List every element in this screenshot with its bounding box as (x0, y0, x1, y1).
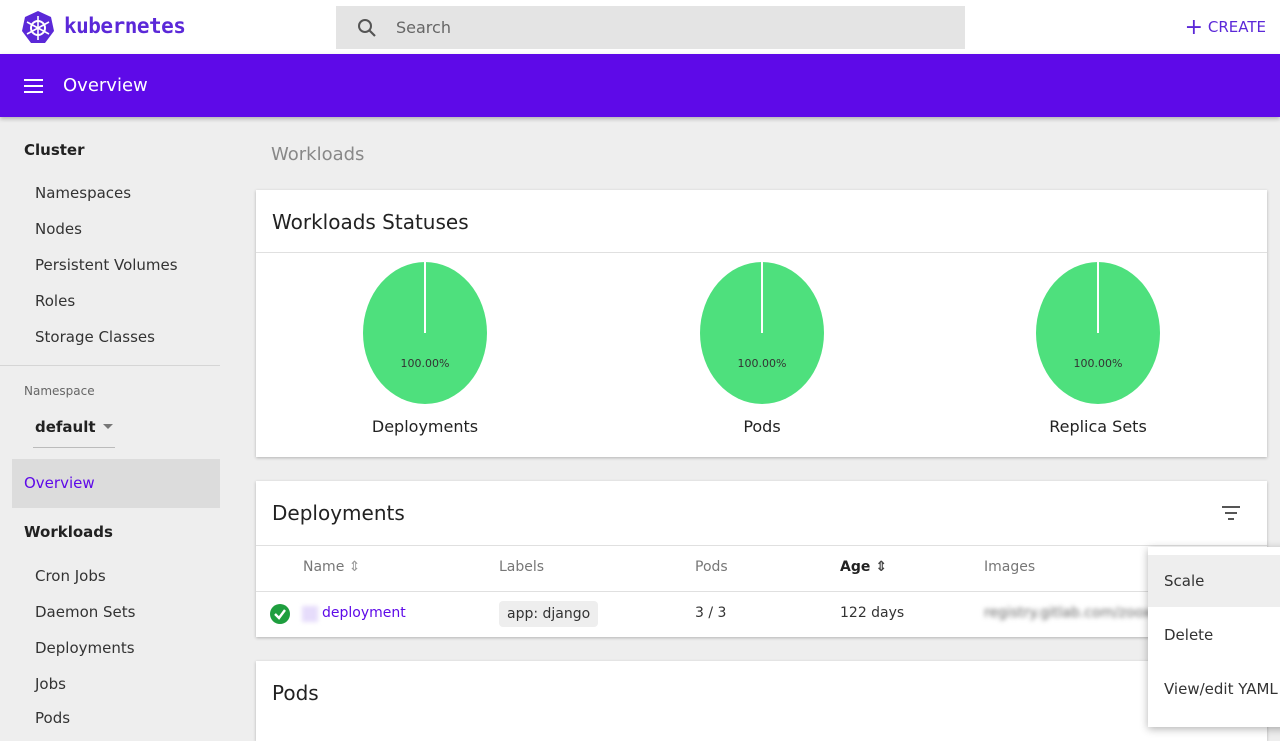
divider (256, 591, 1267, 592)
context-menu: Scale Delete View/edit YAML (1148, 547, 1280, 727)
nav-item[interactable]: Jobs (35, 675, 66, 693)
menu-icon[interactable] (24, 78, 44, 94)
nav-item[interactable]: Persistent Volumes (35, 256, 178, 274)
dropdown-arrow (103, 424, 113, 429)
menu-item[interactable]: Scale (1164, 572, 1205, 590)
brand: kubernetes (64, 14, 186, 38)
select-underline (33, 447, 115, 448)
filter-icon[interactable] (1221, 505, 1241, 521)
deployments-card: Deployments Name ⇕ Labels Pods Age ⇕ Ima… (256, 481, 1267, 637)
menu-item[interactable]: View/edit YAML (1164, 680, 1278, 698)
nav-active[interactable]: Overview (24, 474, 95, 492)
column-header[interactable]: Age ⇕ (840, 559, 887, 575)
create-button[interactable]: + CREATE (1184, 15, 1266, 40)
nav-item[interactable]: Daemon Sets (35, 603, 136, 621)
namespace-label: Namespace (24, 384, 95, 398)
nav-item[interactable]: Roles (35, 292, 76, 310)
status-ok-icon (270, 604, 290, 624)
statuses-card: Workloads Statuses 100.00% Deployments 100… (256, 190, 1267, 457)
age: 122 days (840, 605, 905, 621)
card-title: Deployments (272, 501, 405, 525)
nav-item[interactable]: Nodes (35, 220, 82, 238)
create-label: CREATE (1207, 18, 1266, 36)
pods-card: Pods (256, 661, 1267, 741)
column-header[interactable]: Name ⇕ (303, 559, 361, 575)
search-placeholder: Search (396, 18, 451, 37)
nav-item[interactable]: Namespaces (35, 184, 132, 202)
nav-item[interactable]: Deployments (35, 639, 135, 657)
menu-hover-bg (1148, 555, 1280, 607)
deployment-name[interactable]: deployment (322, 605, 406, 621)
column-label: Name (303, 559, 345, 575)
column-label: Age (840, 559, 871, 575)
label-chip: app: django (499, 601, 599, 627)
divider (0, 365, 220, 366)
pods-count: 3 / 3 (695, 605, 727, 621)
nav-heading: Cluster (24, 141, 85, 159)
pie-label: 100.00% (738, 357, 787, 370)
blurred-prefix (302, 606, 318, 622)
pie-label: 100.00% (401, 357, 450, 370)
section-title: Workloads (271, 144, 365, 165)
card-title: Pods (272, 681, 319, 705)
column-header: Labels (499, 559, 545, 575)
pie-name: Deployments (372, 417, 478, 436)
nav-item[interactable]: Cron Jobs (35, 567, 106, 585)
pie-name: Pods (743, 417, 780, 436)
nav-item[interactable]: Pods (35, 709, 71, 727)
divider (256, 252, 1267, 253)
column-header: Pods (695, 559, 728, 575)
pie-charts: 100.00% Deployments 100.00% Pods 100.00% Repl… (363, 262, 1160, 436)
card-title: Workloads Statuses (272, 210, 469, 234)
menu-item[interactable]: Delete (1164, 626, 1214, 644)
search-icon (358, 19, 376, 37)
top-bar: kubernetes Search + CREATE (0, 0, 1280, 54)
nav-heading: Workloads (24, 523, 113, 541)
toolbar: Overview (0, 54, 1280, 117)
column-header: Images (984, 559, 1036, 575)
pie-label: 100.00% (1074, 357, 1123, 370)
nav-item[interactable]: Storage Classes (35, 328, 155, 346)
namespace-select[interactable]: default (35, 418, 96, 436)
nav-active-bg (12, 459, 220, 508)
image: registry.gitlab.com/zooxea (984, 605, 1168, 621)
search-box[interactable]: Search (336, 6, 965, 49)
logo (22, 11, 54, 43)
divider (256, 545, 1267, 546)
pie-name: Replica Sets (1049, 417, 1147, 436)
toolbar-title: Overview (63, 75, 148, 96)
